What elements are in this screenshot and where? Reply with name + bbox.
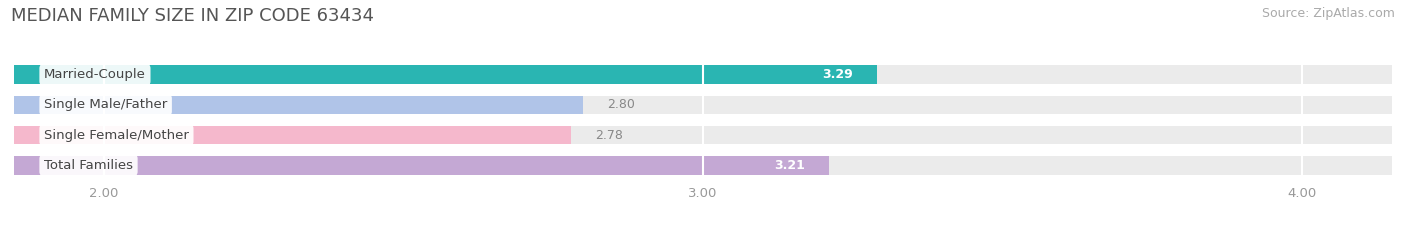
Bar (14, 65, 877, 84)
Bar (14, 126, 571, 144)
Text: 2.78: 2.78 (595, 129, 623, 142)
Bar (14, 126, 1392, 144)
Text: Single Male/Father: Single Male/Father (44, 98, 167, 111)
Text: Married-Couple: Married-Couple (44, 68, 146, 81)
Text: Source: ZipAtlas.com: Source: ZipAtlas.com (1261, 7, 1395, 20)
Bar (14, 96, 1392, 114)
Bar (14, 96, 583, 114)
Text: 3.21: 3.21 (773, 159, 804, 172)
Text: 2.80: 2.80 (607, 98, 636, 111)
Bar (14, 65, 1392, 84)
Text: MEDIAN FAMILY SIZE IN ZIP CODE 63434: MEDIAN FAMILY SIZE IN ZIP CODE 63434 (11, 7, 374, 25)
Text: Total Families: Total Families (44, 159, 134, 172)
Text: 3.29: 3.29 (823, 68, 853, 81)
Bar (14, 156, 828, 175)
Bar (14, 156, 1392, 175)
Text: Single Female/Mother: Single Female/Mother (44, 129, 188, 142)
